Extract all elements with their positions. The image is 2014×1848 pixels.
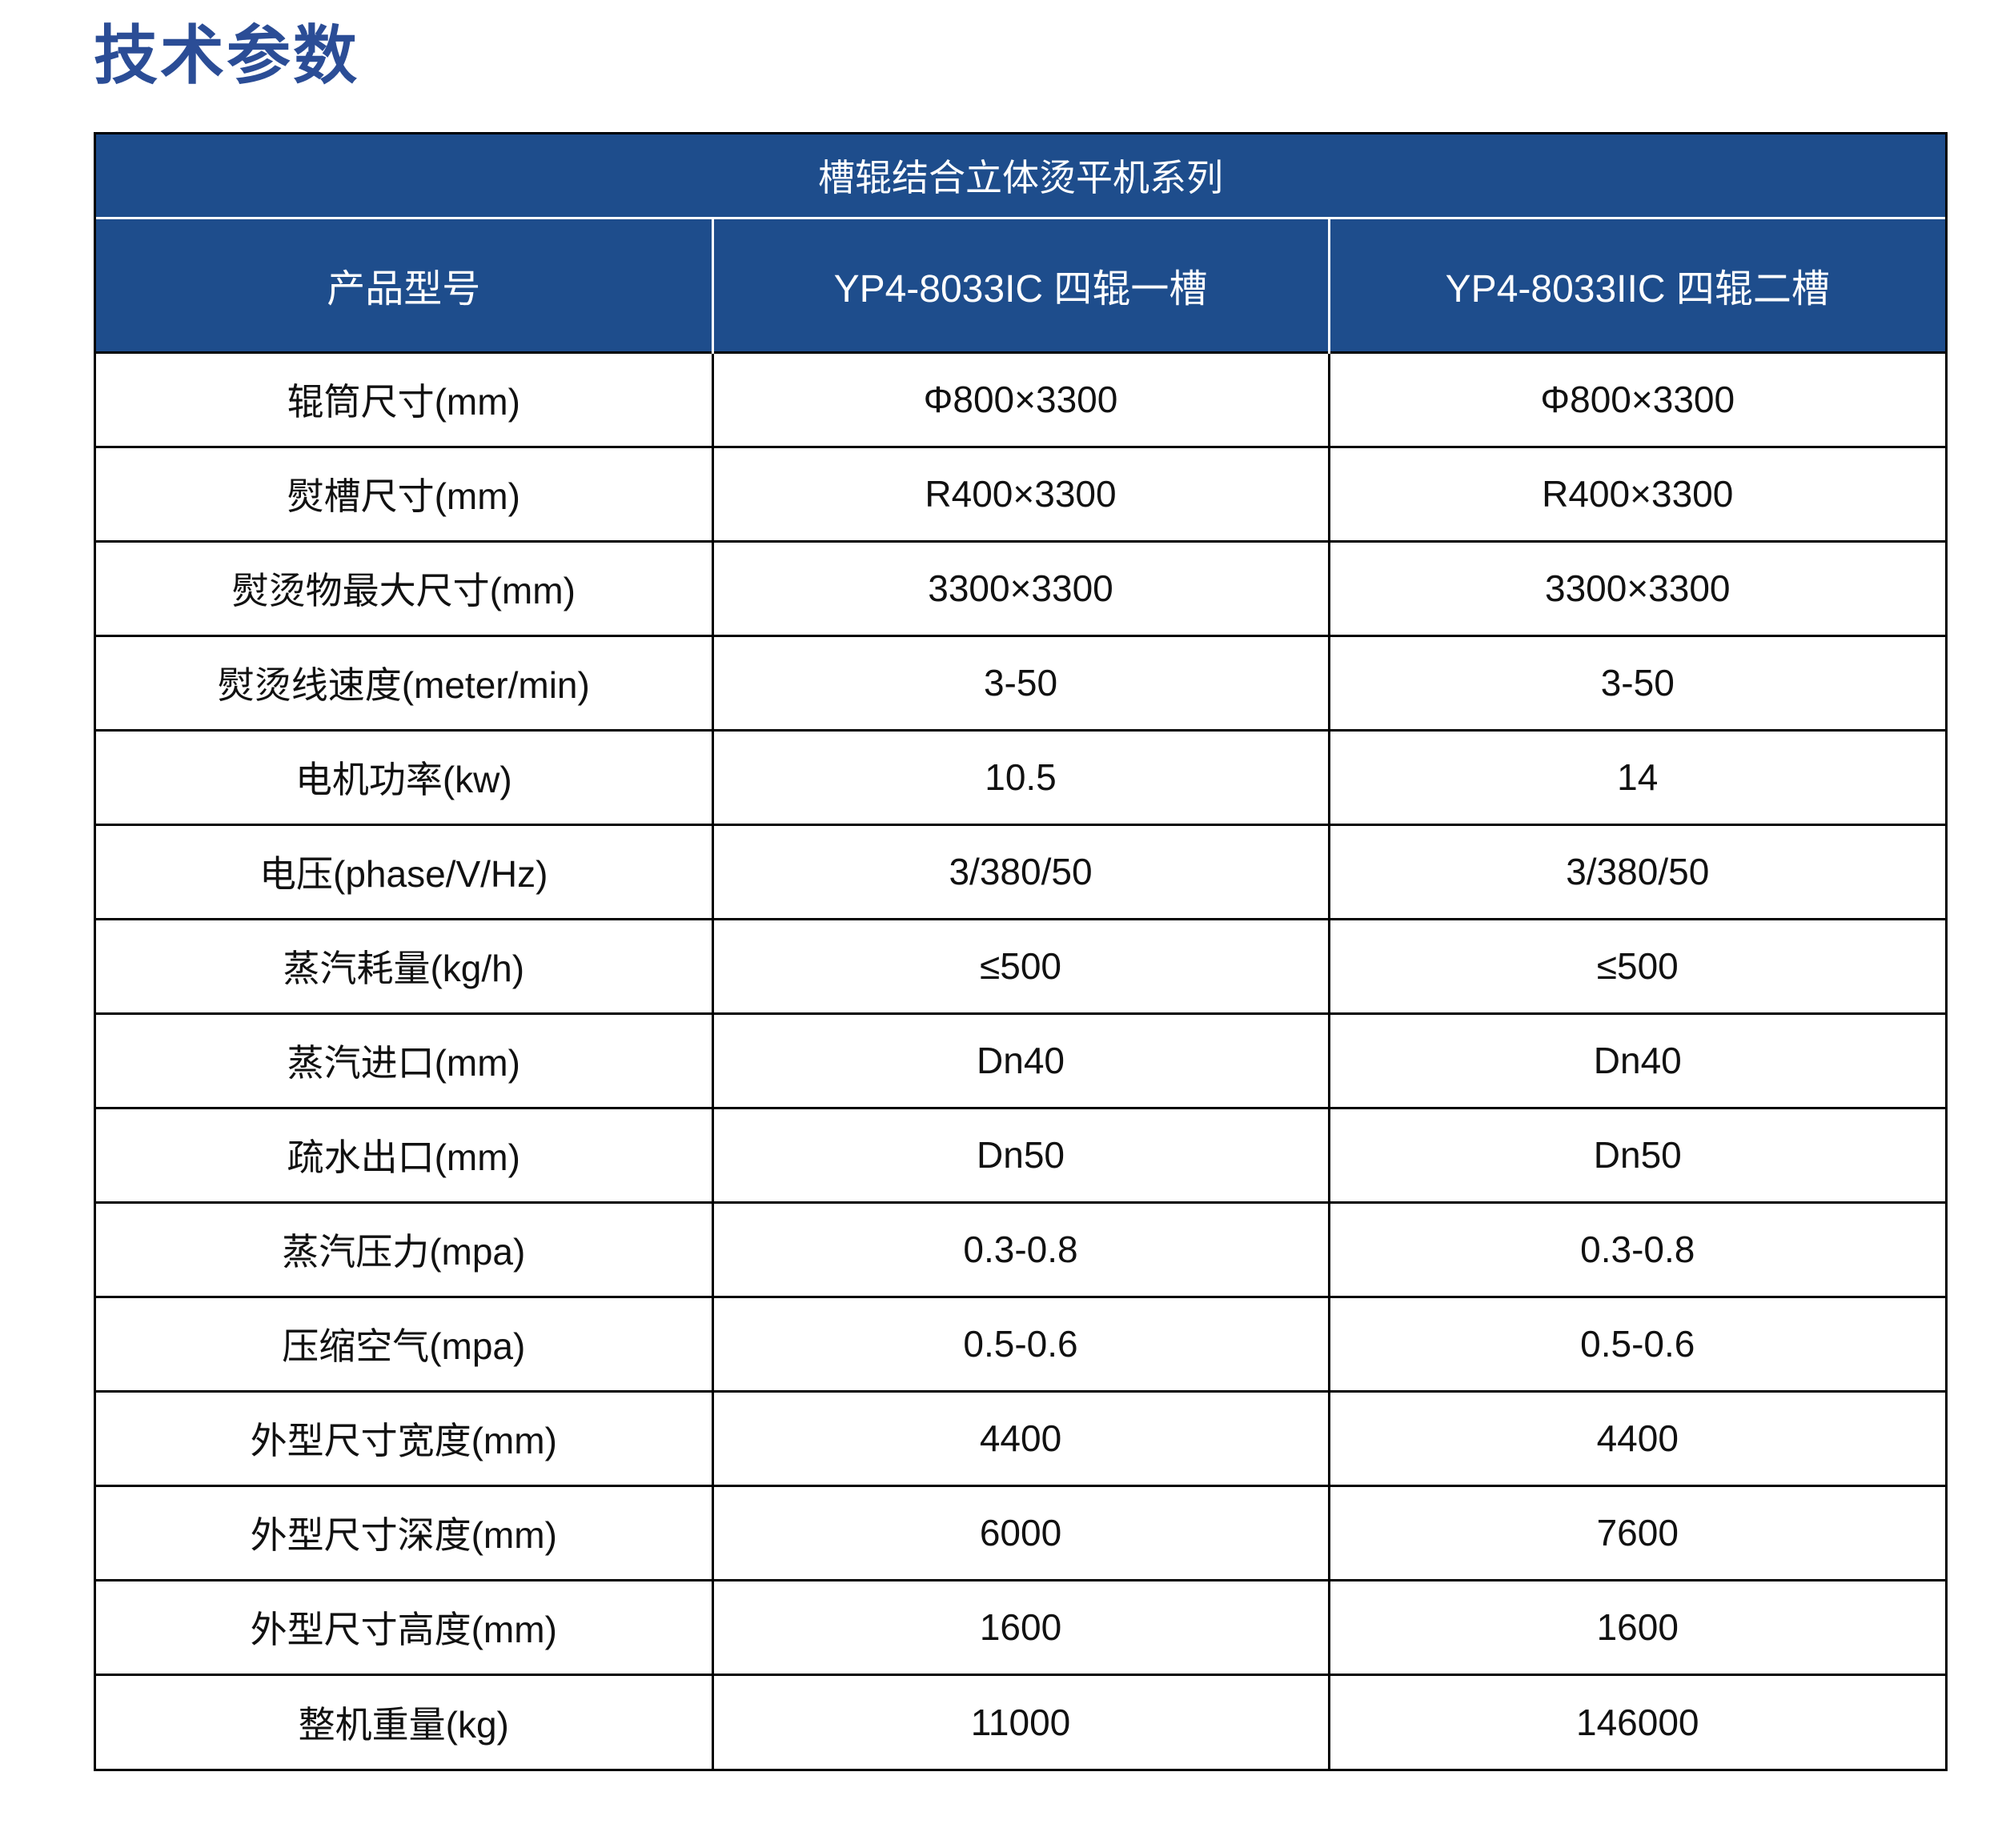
spec-value-model-1: Dn50 [711, 1106, 1329, 1202]
table-row: 辊筒尺寸(mm) Φ800×3300 Φ800×3300 [96, 351, 1945, 447]
spec-value-model-1: 10.5 [711, 728, 1329, 824]
table-row: 蒸汽耗量(kg/h) ≤500 ≤500 [96, 917, 1945, 1013]
spec-value-model-2: 3/380/50 [1327, 823, 1945, 919]
spec-value-model-1: ≤500 [711, 917, 1329, 1013]
spec-label: 电机功率(kw) [96, 728, 712, 824]
spec-value-model-2: Φ800×3300 [1327, 351, 1945, 447]
column-header-product-model: 产品型号 [96, 218, 712, 352]
spec-value-model-2: Dn40 [1327, 1012, 1945, 1108]
spec-value-model-2: R400×3300 [1327, 445, 1945, 541]
page-title: 技术参数 [94, 20, 359, 91]
spec-table-header: 槽辊结合立体烫平机系列 产品型号 YP4-8033IC 四辊一槽 YP4-803… [96, 134, 1945, 352]
spec-value-model-1: 0.3-0.8 [711, 1201, 1329, 1297]
spec-value-model-2: 0.5-0.6 [1327, 1295, 1945, 1391]
spec-label: 蒸汽耗量(kg/h) [96, 917, 712, 1013]
spec-value-model-2: 3-50 [1327, 634, 1945, 730]
spec-label: 熨烫物最大尺寸(mm) [96, 539, 712, 635]
spec-value-model-2: ≤500 [1327, 917, 1945, 1013]
table-row: 熨槽尺寸(mm) R400×3300 R400×3300 [96, 445, 1945, 541]
spec-value-model-1: 3-50 [711, 634, 1329, 730]
table-row: 熨烫物最大尺寸(mm) 3300×3300 3300×3300 [96, 539, 1945, 635]
series-title: 槽辊结合立体烫平机系列 [96, 134, 1945, 219]
column-header-row: 产品型号 YP4-8033IC 四辊一槽 YP4-8033IIC 四辊二槽 [96, 218, 1945, 352]
spec-value-model-1: 1600 [711, 1578, 1329, 1674]
spec-value-model-1: 6000 [711, 1484, 1329, 1580]
table-row: 熨烫线速度(meter/min) 3-50 3-50 [96, 634, 1945, 730]
column-header-model-yp4-8033iic: YP4-8033IIC 四辊二槽 [1327, 218, 1945, 352]
spec-value-model-1: 3/380/50 [711, 823, 1329, 919]
table-row: 外型尺寸高度(mm) 1600 1600 [96, 1578, 1945, 1674]
spec-value-model-2: 146000 [1327, 1673, 1945, 1769]
spec-value-model-1: 3300×3300 [711, 539, 1329, 635]
table-row: 外型尺寸宽度(mm) 4400 4400 [96, 1389, 1945, 1485]
spec-value-model-2: 4400 [1327, 1389, 1945, 1485]
spec-value-model-2: 7600 [1327, 1484, 1945, 1580]
spec-value-model-1: 0.5-0.6 [711, 1295, 1329, 1391]
spec-label: 外型尺寸宽度(mm) [96, 1389, 712, 1485]
table-row: 外型尺寸深度(mm) 6000 7600 [96, 1484, 1945, 1580]
table-row: 压缩空气(mpa) 0.5-0.6 0.5-0.6 [96, 1295, 1945, 1391]
spec-value-model-2: 14 [1327, 728, 1945, 824]
spec-value-model-1: 4400 [711, 1389, 1329, 1485]
table-row: 蒸汽进口(mm) Dn40 Dn40 [96, 1012, 1945, 1108]
spec-label: 蒸汽进口(mm) [96, 1012, 712, 1108]
spec-table: 槽辊结合立体烫平机系列 产品型号 YP4-8033IC 四辊一槽 YP4-803… [96, 134, 1945, 1769]
spec-value-model-1: 11000 [711, 1673, 1329, 1769]
table-row: 蒸汽压力(mpa) 0.3-0.8 0.3-0.8 [96, 1201, 1945, 1297]
spec-label: 熨槽尺寸(mm) [96, 445, 712, 541]
spec-label: 外型尺寸高度(mm) [96, 1578, 712, 1674]
spec-label: 熨烫线速度(meter/min) [96, 634, 712, 730]
table-row: 电机功率(kw) 10.5 14 [96, 728, 1945, 824]
spec-value-model-2: 0.3-0.8 [1327, 1201, 1945, 1297]
column-header-model-yp4-8033ic: YP4-8033IC 四辊一槽 [711, 218, 1329, 352]
spec-label: 疏水出口(mm) [96, 1106, 712, 1202]
spec-label: 外型尺寸深度(mm) [96, 1484, 712, 1580]
spec-value-model-1: Dn40 [711, 1012, 1329, 1108]
spec-label: 辊筒尺寸(mm) [96, 351, 712, 447]
spec-value-model-2: 3300×3300 [1327, 539, 1945, 635]
spec-value-model-2: 1600 [1327, 1578, 1945, 1674]
spec-label: 蒸汽压力(mpa) [96, 1201, 712, 1297]
spec-label: 整机重量(kg) [96, 1673, 712, 1769]
spec-table-container: 槽辊结合立体烫平机系列 产品型号 YP4-8033IC 四辊一槽 YP4-803… [94, 132, 1948, 1771]
table-row: 电压(phase/V/Hz) 3/380/50 3/380/50 [96, 823, 1945, 919]
spec-value-model-1: Φ800×3300 [711, 351, 1329, 447]
spec-value-model-2: Dn50 [1327, 1106, 1945, 1202]
table-row: 整机重量(kg) 11000 146000 [96, 1673, 1945, 1769]
spec-label: 压缩空气(mpa) [96, 1295, 712, 1391]
spec-table-body: 辊筒尺寸(mm) Φ800×3300 Φ800×3300 熨槽尺寸(mm) R4… [96, 351, 1945, 1769]
series-title-row: 槽辊结合立体烫平机系列 [96, 134, 1945, 219]
table-row: 疏水出口(mm) Dn50 Dn50 [96, 1106, 1945, 1202]
spec-value-model-1: R400×3300 [711, 445, 1329, 541]
spec-label: 电压(phase/V/Hz) [96, 823, 712, 919]
